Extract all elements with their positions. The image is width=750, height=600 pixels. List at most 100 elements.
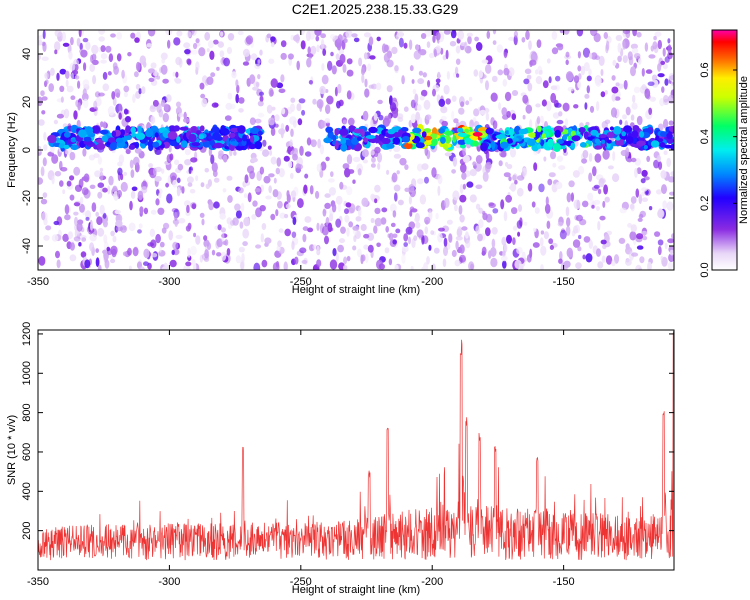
heatmap-cell xyxy=(175,234,183,240)
heatmap-cell xyxy=(40,198,48,205)
heatmap-cell xyxy=(127,247,132,256)
heatmap-cell xyxy=(478,207,484,214)
heatmap-cell xyxy=(89,242,95,252)
heatmap-cell xyxy=(241,253,245,263)
heatmap-band-cell xyxy=(137,125,142,134)
heatmap-cell xyxy=(565,59,569,66)
x-tick-label: -350 xyxy=(27,276,49,288)
heatmap-cell xyxy=(204,31,211,41)
heatmap-cell xyxy=(580,65,586,76)
heatmap-cell xyxy=(316,163,322,173)
heatmap-cell xyxy=(456,228,462,238)
heatmap-cell xyxy=(469,119,474,129)
heatmap-cell xyxy=(324,202,331,209)
heatmap-cell xyxy=(165,182,170,188)
heatmap-cell xyxy=(42,30,46,40)
heatmap-cell xyxy=(342,163,350,170)
heatmap-band-cell xyxy=(209,140,215,146)
heatmap-cell xyxy=(376,242,381,248)
heatmap-band-cell xyxy=(111,130,117,138)
heatmap-band-cell xyxy=(176,136,181,143)
heatmap-band-cell xyxy=(632,124,640,132)
heatmap-cell xyxy=(97,227,105,237)
heatmap-cell xyxy=(280,74,285,83)
heatmap-cell xyxy=(320,161,327,171)
heatmap-cell xyxy=(408,119,413,128)
heatmap-cell xyxy=(573,104,579,109)
heatmap-cell xyxy=(630,122,635,128)
y-tick-label: 800 xyxy=(21,403,33,421)
heatmap-cell xyxy=(155,198,160,206)
heatmap-cell xyxy=(330,171,334,178)
heatmap-cell xyxy=(485,150,490,161)
heatmap-cell xyxy=(361,67,365,76)
heatmap-band-cell xyxy=(547,138,554,148)
heatmap-cell xyxy=(85,216,90,221)
heatmap-cell xyxy=(437,174,443,185)
heatmap-cell xyxy=(89,234,97,242)
colorbar-tick-label: 0.0 xyxy=(699,262,711,277)
heatmap-cell xyxy=(69,175,75,181)
heatmap-cell xyxy=(195,175,199,182)
heatmap-cell xyxy=(524,68,532,75)
bottom-x-axis-label: Height of straight line (km) xyxy=(292,584,420,596)
heatmap-cell xyxy=(331,203,337,213)
heatmap-cell xyxy=(410,266,414,270)
heatmap-cell xyxy=(259,95,264,103)
heatmap-cell xyxy=(428,52,435,59)
heatmap-cell xyxy=(38,145,42,153)
heatmap-cell xyxy=(391,46,398,55)
heatmap-cell xyxy=(154,69,158,78)
heatmap-cell xyxy=(322,48,327,56)
heatmap-cell xyxy=(485,80,489,91)
heatmap-cell xyxy=(462,155,470,163)
heatmap-cell xyxy=(663,95,669,103)
heatmap-band-cell xyxy=(464,137,472,145)
heatmap-cell xyxy=(191,203,197,210)
heatmap-cell xyxy=(315,190,320,199)
heatmap-cell xyxy=(545,196,549,206)
heatmap-cell xyxy=(166,193,173,204)
heatmap-cell xyxy=(389,102,397,112)
heatmap-cell xyxy=(492,40,497,45)
heatmap-cell xyxy=(472,161,477,167)
heatmap-cell xyxy=(51,234,59,242)
heatmap-cell xyxy=(340,226,346,234)
heatmap-cell xyxy=(209,50,215,60)
heatmap-cell xyxy=(187,59,192,66)
heatmap-band-cell xyxy=(125,125,131,134)
heatmap-cell xyxy=(527,182,533,192)
heatmap-cell xyxy=(77,219,84,225)
heatmap-band-cell xyxy=(348,125,356,132)
heatmap-cell xyxy=(475,225,480,235)
heatmap-band-cell xyxy=(47,134,57,144)
heatmap-cell xyxy=(255,244,262,249)
heatmap-cell xyxy=(435,78,441,84)
heatmap-band-cell xyxy=(368,126,378,134)
heatmap-cell xyxy=(187,222,192,230)
heatmap-cell xyxy=(206,76,214,85)
heatmap-cell xyxy=(603,184,608,195)
heatmap-cell xyxy=(148,163,154,168)
heatmap-cell xyxy=(412,88,417,95)
heatmap-band-cell xyxy=(188,133,197,143)
heatmap-cell xyxy=(420,33,427,39)
heatmap-cell xyxy=(604,119,611,125)
heatmap-cell xyxy=(642,236,648,241)
heatmap-cell xyxy=(414,93,419,104)
heatmap-cell xyxy=(482,171,489,182)
heatmap-cell xyxy=(116,92,120,98)
heatmap-cell xyxy=(137,229,142,234)
heatmap-cell xyxy=(410,113,416,124)
heatmap-cell xyxy=(314,30,322,37)
heatmap-cell xyxy=(424,176,429,184)
heatmap-cell xyxy=(611,259,616,267)
heatmap-band-cell xyxy=(442,144,448,150)
heatmap-cell xyxy=(43,235,50,241)
heatmap-cell xyxy=(79,42,83,51)
heatmap-cell xyxy=(306,57,312,68)
heatmap-cell xyxy=(629,231,637,241)
heatmap-cell xyxy=(401,253,406,264)
heatmap-cell xyxy=(238,246,245,253)
